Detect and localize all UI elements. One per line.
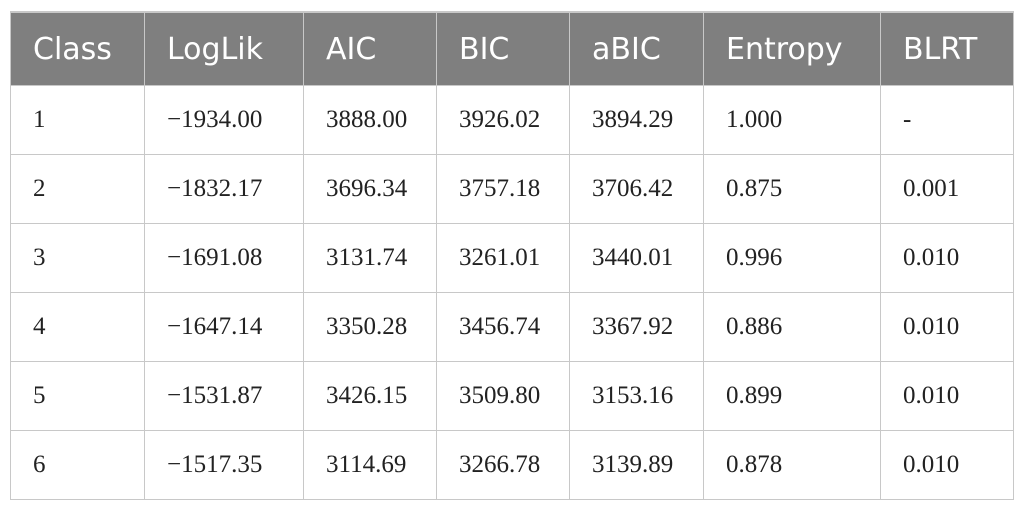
cell-abic: 3894.29 — [569, 85, 704, 155]
cell-bic: 3266.78 — [436, 430, 570, 500]
cell-blrt: - — [880, 85, 1014, 155]
cell-bic: 3456.74 — [436, 292, 570, 362]
column-header-blrt: BLRT — [880, 11, 1014, 86]
cell-aic: 3114.69 — [303, 430, 437, 500]
cell-bic: 3261.01 — [436, 223, 570, 293]
cell-loglik: −1832.17 — [144, 154, 304, 224]
cell-class: 2 — [10, 154, 145, 224]
cell-blrt: 0.010 — [880, 361, 1014, 431]
column-header-class: Class — [10, 11, 145, 86]
cell-loglik: −1647.14 — [144, 292, 304, 362]
header-row: Class LogLik AIC BIC aBIC Entropy BLRT — [10, 11, 1014, 86]
column-header-entropy: Entropy — [703, 11, 881, 86]
cell-entropy: 0.996 — [703, 223, 881, 293]
cell-blrt: 0.010 — [880, 430, 1014, 500]
cell-class: 1 — [10, 85, 145, 155]
model-fit-table: Class LogLik AIC BIC aBIC Entropy BLRT 1 −1934.… — [10, 11, 1014, 500]
cell-bic: 3757.18 — [436, 154, 570, 224]
column-header-loglik: LogLik — [144, 11, 304, 86]
table-row: 1 −1934.00 3888.00 3926.02 3894.29 1.000- — [10, 85, 1014, 155]
cell-loglik: −1691.08 — [144, 223, 304, 293]
cell-blrt: 0.001 — [880, 154, 1014, 224]
cell-loglik: −1517.35 — [144, 430, 304, 500]
table-row: 4 −1647.14 3350.28 3456.74 3367.92 0.886 0.010 — [10, 292, 1014, 362]
cell-abic: 3153.16 — [569, 361, 704, 431]
cell-abic: 3706.42 — [569, 154, 704, 224]
table-row: 6 −1517.35 3114.69 3266.78 3139.89 0.878 0.010 — [10, 430, 1014, 500]
table-row: 2 −1832.17 3696.34 3757.18 3706.42 0.875 0.001 — [10, 154, 1014, 224]
cell-class: 4 — [10, 292, 145, 362]
cell-entropy: 0.875 — [703, 154, 881, 224]
cell-abic: 3440.01 — [569, 223, 704, 293]
cell-class: 5 — [10, 361, 145, 431]
cell-aic: 3888.00 — [303, 85, 437, 155]
cell-loglik: −1531.87 — [144, 361, 304, 431]
cell-aic: 3426.15 — [303, 361, 437, 431]
cell-aic: 3131.74 — [303, 223, 437, 293]
cell-entropy: 0.886 — [703, 292, 881, 362]
cell-bic: 3926.02 — [436, 85, 570, 155]
cell-abic: 3367.92 — [569, 292, 704, 362]
cell-blrt: 0.010 — [880, 223, 1014, 293]
column-header-abic: aBIC — [569, 11, 704, 86]
cell-class: 3 — [10, 223, 145, 293]
column-header-bic: BIC — [436, 11, 570, 86]
table-row: 3 −1691.08 3131.74 3261.01 3440.01 0.996 0.010 — [10, 223, 1014, 293]
cell-blrt: 0.010 — [880, 292, 1014, 362]
cell-class: 6 — [10, 430, 145, 500]
cell-aic: 3350.28 — [303, 292, 437, 362]
table-row: 5 −1531.87 3426.15 3509.80 3153.16 0.899 0.010 — [10, 361, 1014, 431]
column-header-aic: AIC — [303, 11, 437, 86]
cell-bic: 3509.80 — [436, 361, 570, 431]
cell-loglik: −1934.00 — [144, 85, 304, 155]
cell-aic: 3696.34 — [303, 154, 437, 224]
cell-entropy: 1.000 — [703, 85, 881, 155]
cell-entropy: 0.878 — [703, 430, 881, 500]
cell-abic: 3139.89 — [569, 430, 704, 500]
cell-entropy: 0.899 — [703, 361, 881, 431]
